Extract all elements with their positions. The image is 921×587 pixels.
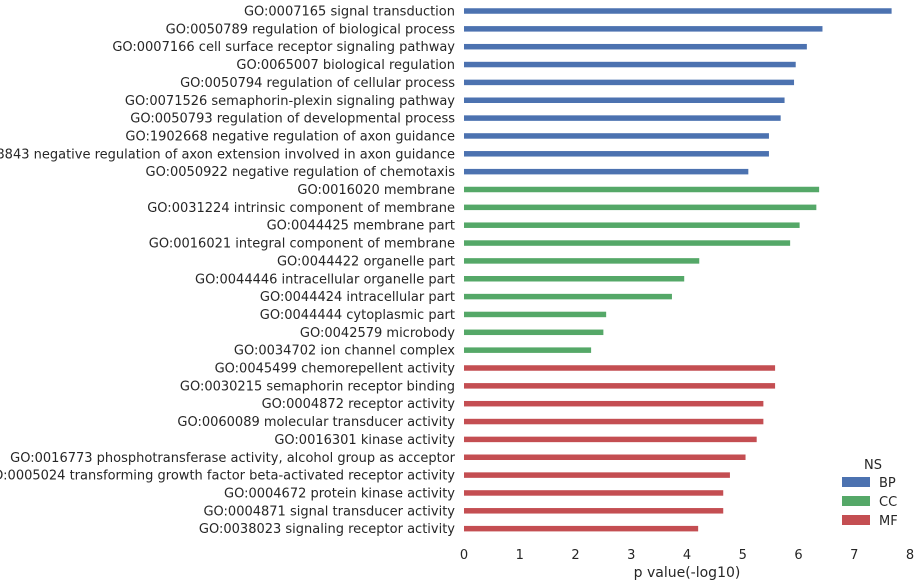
legend-label-bp: BP [879,476,896,491]
bar-bp [464,26,823,32]
y-tick-label: GO:0007165 signal transduction [244,5,455,20]
x-tick-label: 0 [460,548,468,563]
y-tick-label: GO:0042579 microbody [300,326,455,341]
y-tick-label: GO:0050793 regulation of developmental p… [130,112,455,127]
bar-cc [464,329,604,336]
bar-mf [464,454,746,460]
y-tick-labels: GO:0007165 signal transduction GO:0050789… [0,5,456,538]
legend-swatch-bp [842,477,870,487]
y-tick-label: GO:1902668 negative regulation of axon g… [125,129,455,144]
x-tick-label: 6 [794,548,802,563]
y-tick-label: GO:0004672 protein kinase activity [224,486,455,501]
x-axis-label: p value(-log10) [634,565,741,581]
bar-bp [464,8,892,14]
bar-bp [464,43,807,50]
bar-cc [464,293,672,300]
x-tick-label: 3 [627,548,635,563]
legend-title: NS [864,458,882,473]
bar-mf [464,400,764,407]
x-tick-label: 4 [683,548,691,563]
y-tick-label: GO:0016301 kinase activity [274,433,455,448]
bar-bp [464,61,796,68]
y-tick-label: GO:0060089 molecular transducer activity [177,415,455,430]
bar-bp [464,168,749,175]
bar-bp [464,79,795,86]
x-tick-labels: 0 1 2 3 4 5 6 7 8 [460,548,914,563]
bar-mf [464,525,699,532]
y-tick-label: GO:0005024 transforming growth factor be… [0,469,455,484]
bar-cc [464,222,800,228]
y-tick-label: GO:0065007 biological regulation [236,58,455,73]
bar-cc [464,204,817,211]
y-tick-label: GO:0048843 negative regulation of axon e… [0,147,455,162]
bar-mf [464,383,776,389]
y-tick-label: GO:0016021 integral component of membran… [149,237,455,252]
y-tick-label: GO:0050794 regulation of cellular proces… [180,76,455,91]
y-tick-label: GO:0044444 cytoplasmic part [260,308,455,323]
y-tick-label: GO:0050789 regulation of biological proc… [166,22,456,37]
y-tick-label: GO:0071526 semaphorin-plexin signaling p… [125,94,455,109]
y-tick-label: GO:0016020 membrane [297,183,455,198]
bar-mf [464,365,776,371]
bar-cc [464,186,820,193]
bar-bp [464,97,785,103]
legend-swatch-mf [842,515,870,525]
bar-mf [464,490,724,496]
bar-bp [464,133,769,139]
y-tick-label: GO:0004871 signal transducer activity [203,504,455,519]
y-tick-label: GO:0050922 negative regulation of chemot… [146,165,456,180]
x-tick-label: 8 [906,548,914,563]
bar-cc [464,347,592,353]
bars-layer [464,8,892,532]
y-tick-label: GO:0007166 cell surface receptor signali… [112,40,455,55]
bar-cc [464,276,685,282]
x-tick-label: 1 [516,548,524,563]
y-tick-label: GO:0044422 organelle part [277,254,455,269]
bar-mf [464,472,730,478]
y-tick-label: GO:0045499 chemorepellent activity [215,362,456,377]
y-tick-label: GO:0038023 signaling receptor activity [199,522,455,537]
y-tick-label: GO:0030215 semaphorin receptor binding [180,379,455,394]
legend-label-cc: CC [879,495,897,510]
bar-cc [464,311,607,318]
legend-swatch-cc [842,496,870,506]
bar-mf [464,418,764,425]
x-tick-label: 7 [850,548,858,563]
x-tick-label: 2 [571,548,579,563]
bar-cc [464,258,700,264]
y-tick-label: GO:0044425 membrane part [267,219,455,234]
legend-entries: BP CC MF [842,476,898,529]
bar-bp [464,151,769,157]
bar-mf [464,436,757,443]
bar-cc [464,240,791,246]
bar-mf [464,508,724,514]
y-tick-label: GO:0034702 ion channel complex [234,344,455,359]
y-tick-label: GO:0016773 phosphotransferase activity, … [10,451,455,466]
y-tick-label: GO:0044424 intracellular part [260,290,455,305]
y-tick-label: GO:0004872 receptor activity [262,397,456,412]
y-tick-label: GO:0044446 intracellular organelle part [195,272,455,287]
bar-bp [464,115,781,121]
y-tick-label: GO:0031224 intrinsic component of membra… [147,201,455,216]
x-tick-label: 5 [739,548,747,563]
legend-label-mf: MF [879,514,898,529]
legend: NS BP CC MF [842,458,898,529]
